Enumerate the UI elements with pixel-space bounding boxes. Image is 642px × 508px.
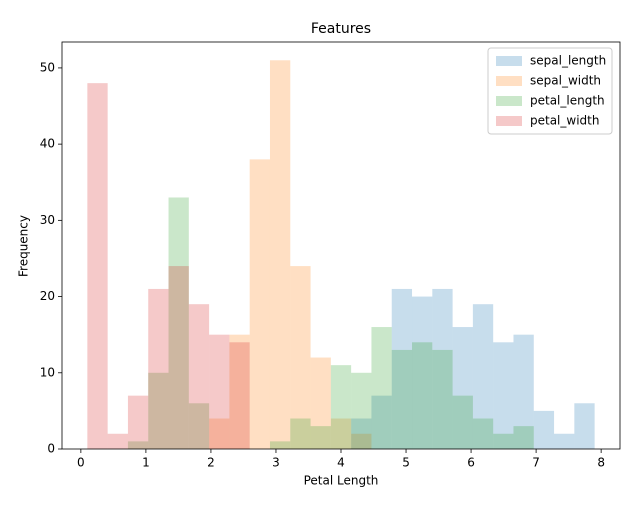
y-tick-label: 50 [40,60,55,74]
bar [574,403,595,449]
x-tick-label: 1 [142,456,150,470]
x-tick-label: 0 [77,456,85,470]
bar [351,372,372,449]
x-tick-label: 4 [337,456,345,470]
bar [513,334,534,449]
x-tick-label: 6 [467,456,475,470]
legend-label: sepal_length [530,54,606,68]
x-axis-label: Petal Length [304,474,379,488]
bar [148,372,169,449]
bar [351,433,372,449]
bar [432,288,453,449]
legend-swatch [496,96,522,106]
bar [188,304,210,449]
bar [290,418,311,449]
bar [472,304,494,449]
legend-label: sepal_width [530,74,601,88]
legend: sepal_length sepal_width petal_lengthpetal… [487,47,613,135]
bar [330,418,352,449]
bar [452,327,473,449]
legend-swatch [496,116,522,126]
legend-frame [487,47,613,135]
bar [209,334,230,449]
y-tick-label: 30 [40,213,55,227]
bar [107,433,128,449]
bar [330,365,352,449]
bar [229,342,250,449]
bar [452,395,473,449]
bar [148,288,169,449]
bar [127,441,149,449]
bar [351,418,372,449]
y-tick-label: 10 [40,365,55,379]
legend-label: petal_width [530,114,599,128]
bar [513,426,534,449]
bar [229,334,250,449]
bar [493,342,514,449]
bar [127,395,149,449]
bar [533,410,555,449]
bar [412,296,433,449]
legend-swatch [496,56,522,66]
y-axis-label: Frequency [17,215,31,277]
bar [371,395,392,449]
bar [391,288,413,449]
bar [472,418,494,449]
legend-swatch [496,76,522,86]
bar [188,403,210,449]
x-tick-label: 2 [207,456,215,470]
bar [432,349,453,449]
x-tick-label: 8 [597,456,605,470]
bar [310,426,331,449]
bar [209,418,230,449]
bar [290,266,311,449]
y-tick-label: 20 [40,289,55,303]
bar [269,60,291,449]
x-tick-label: 5 [402,456,410,470]
bar [87,83,108,450]
bar [249,159,270,450]
bar [269,441,291,449]
chart-title: Features [311,21,371,37]
bar [168,197,189,449]
x-tick-label: 7 [532,456,540,470]
y-tick-label: 40 [40,137,55,151]
bar [554,433,575,449]
legend-label: petal_length [530,94,605,108]
bar [412,342,433,449]
bar [310,357,331,449]
x-tick-label: 3 [272,456,280,470]
bar [391,349,413,449]
y-tick-label: 0 [47,442,55,456]
bar [371,327,392,449]
bar [168,266,189,449]
bar [493,433,514,449]
